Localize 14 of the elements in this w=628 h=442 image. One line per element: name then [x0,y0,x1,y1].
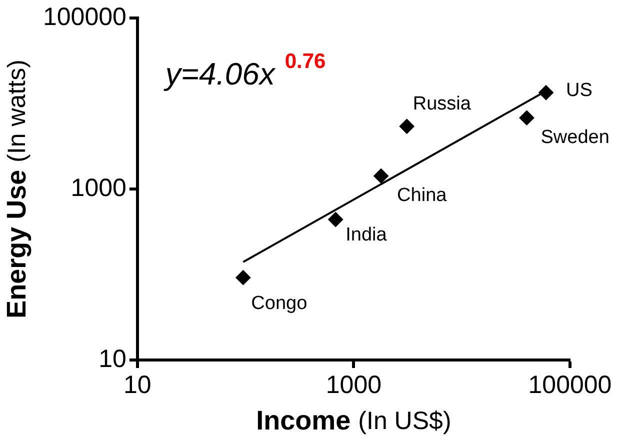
y-axis-title: Energy Use (In watts) [1,60,32,318]
annotation: Congo [251,292,308,314]
x-tick-label: 10 [124,370,152,399]
annotation: Russia [412,94,472,115]
annotation: Sweden [540,127,610,148]
annotation: China [397,185,448,206]
y-tick-label: 100000 [42,2,126,31]
annotation: India [346,224,388,246]
x-tick-label: 1000 [326,370,382,399]
x-tick-label: 100000 [528,370,612,399]
x-axis-title: Income (In US$) [256,405,452,436]
annotation: US [566,80,592,101]
y-tick-label: 1000 [70,174,126,202]
y-tick-label: 10 [98,344,126,373]
